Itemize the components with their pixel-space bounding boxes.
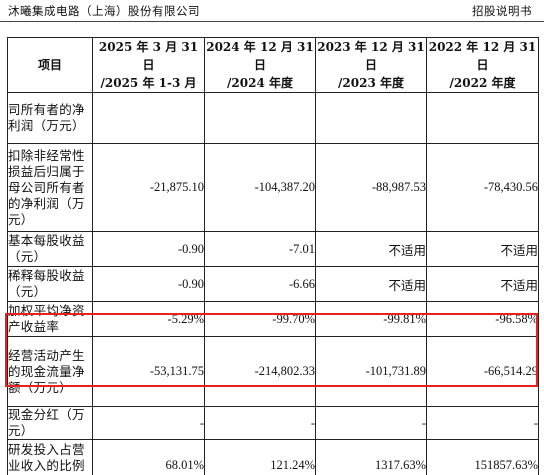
- column-header-2023: 2023 年 12 月 31 日/2023 年度: [315, 37, 427, 93]
- row-label: 研发投入占营业收入的比例（%）: [7, 439, 93, 475]
- cell-value: -0.90: [92, 231, 205, 267]
- cell-value: [204, 92, 316, 144]
- cell-value: 不适用: [426, 231, 539, 267]
- table-row-highlighted: 经营活动产生的现金流量净额（万元） -53,131.75 -214,802.33…: [7, 336, 539, 407]
- cell-value: -66,514.29: [426, 336, 539, 407]
- cell-value: 不适用: [426, 266, 539, 302]
- company-name: 沐曦集成电路（上海）股份有限公司: [8, 4, 200, 18]
- table-row: 稀释每股收益（元） -0.90 -6.66 不适用 不适用: [7, 266, 539, 302]
- cell-value: 121.24%: [204, 439, 316, 475]
- cell-value: [426, 92, 539, 144]
- cell-value: -96.58%: [426, 301, 539, 337]
- cell-value: -6.66: [204, 266, 316, 302]
- column-header-2024: 2024 年 12 月 31 日/2024 年度: [204, 37, 316, 93]
- row-label: 基本每股收益（元）: [7, 231, 93, 267]
- table-row: 现金分红（万元） - - - -: [7, 406, 539, 440]
- cell-value: -7.01: [204, 231, 316, 267]
- column-header-item: 项目: [7, 37, 93, 93]
- cell-value: -: [92, 406, 205, 440]
- row-label: 司所有者的净利润（万元）: [7, 92, 93, 144]
- document-type: 招股说明书: [472, 4, 532, 18]
- cell-value: -101,731.89: [315, 336, 427, 407]
- cell-value: [92, 92, 205, 144]
- cell-value: -88,987.53: [315, 143, 427, 232]
- row-label: 现金分红（万元）: [7, 406, 93, 440]
- cell-value: 68.01%: [92, 439, 205, 475]
- cell-value: 1317.63%: [315, 439, 427, 475]
- row-label: 经营活动产生的现金流量净额（万元）: [7, 336, 93, 407]
- row-label: 稀释每股收益（元）: [7, 266, 93, 302]
- cell-value: -78,430.56: [426, 143, 539, 232]
- column-header-2022: 2022 年 12 月 31 日/2022 年度: [426, 37, 539, 93]
- cell-value: -: [315, 406, 427, 440]
- cell-value: 不适用: [315, 231, 427, 267]
- cell-value: -99.70%: [204, 301, 316, 337]
- cell-value: -: [426, 406, 539, 440]
- table-row: 基本每股收益（元） -0.90 -7.01 不适用 不适用: [7, 231, 539, 267]
- table-header-row: 项目 2025 年 3 月 31 日/2025 年 1-3 月 2024 年 1…: [7, 37, 539, 93]
- cell-value: [315, 92, 427, 144]
- table-row: 加权平均净资产收益率 -5.29% -99.70% -99.81% -96.58…: [7, 301, 539, 337]
- cell-value: -53,131.75: [92, 336, 205, 407]
- financial-indicators-table: 项目 2025 年 3 月 31 日/2025 年 1-3 月 2024 年 1…: [7, 37, 539, 475]
- column-header-2025q1: 2025 年 3 月 31 日/2025 年 1-3 月: [92, 37, 205, 93]
- cell-value: -: [204, 406, 316, 440]
- table-row: 扣除非经常性损益后归属于母公司所有者的净利润（万元） -21,875.10 -1…: [7, 143, 539, 232]
- cell-value: -5.29%: [92, 301, 205, 337]
- cell-value: -104,387.20: [204, 143, 316, 232]
- cell-value: -214,802.33: [204, 336, 316, 407]
- cell-value: -0.90: [92, 266, 205, 302]
- cell-value: -21,875.10: [92, 143, 205, 232]
- cell-value: 不适用: [315, 266, 427, 302]
- table-row: 司所有者的净利润（万元）: [7, 92, 539, 144]
- row-label: 加权平均净资产收益率: [7, 301, 93, 337]
- cell-value: 151857.63%: [426, 439, 539, 475]
- cell-value: -99.81%: [315, 301, 427, 337]
- row-label: 扣除非经常性损益后归属于母公司所有者的净利润（万元）: [7, 143, 93, 232]
- table-row: 研发投入占营业收入的比例（%） 68.01% 121.24% 1317.63% …: [7, 439, 539, 475]
- document-header: 沐曦集成电路（上海）股份有限公司 招股说明书: [0, 0, 544, 22]
